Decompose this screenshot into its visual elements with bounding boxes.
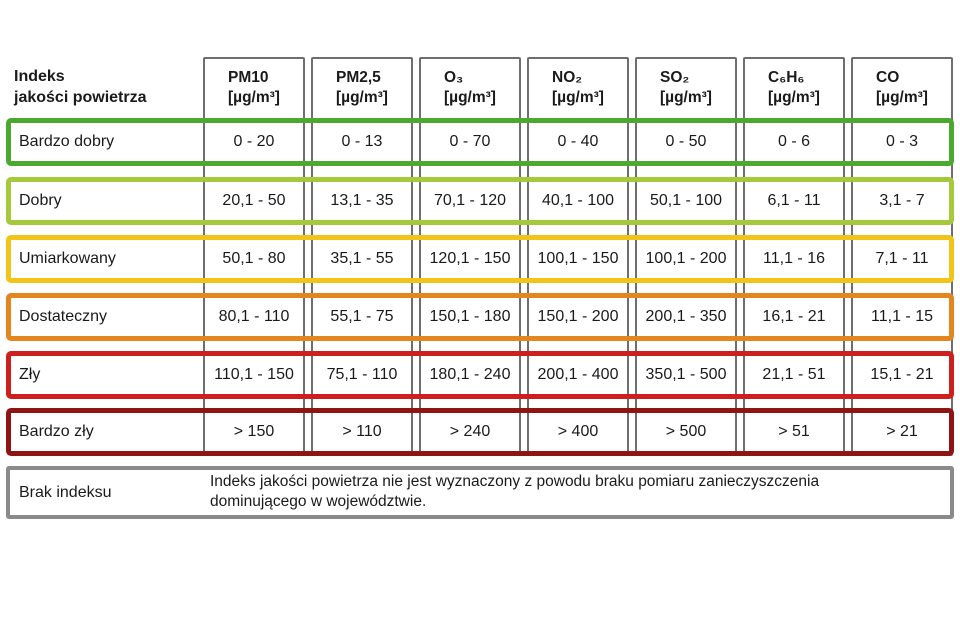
value-cell: 13,1 - 35 bbox=[330, 192, 394, 209]
value-cell: 35,1 - 55 bbox=[330, 250, 394, 267]
column-header-co: CO [µg/m³] bbox=[851, 57, 953, 119]
value-cell: 110,1 - 150 bbox=[214, 366, 294, 383]
value-cell: 11,1 - 15 bbox=[871, 308, 933, 325]
row-label: Brak indeksu bbox=[19, 483, 112, 501]
value-cell: 350,1 - 500 bbox=[645, 366, 727, 383]
value-cell: 11,1 - 16 bbox=[763, 250, 825, 267]
value-cell: 50,1 - 80 bbox=[222, 250, 286, 267]
value-cell: > 110 bbox=[342, 423, 382, 440]
value-cell: 3,1 - 7 bbox=[879, 192, 925, 209]
row-label: Bardzo zły bbox=[19, 423, 94, 440]
value-cell: 0 - 70 bbox=[449, 133, 491, 150]
value-cell: 70,1 - 120 bbox=[433, 192, 507, 209]
row-label: Dobry bbox=[19, 192, 62, 209]
value-cell: 16,1 - 21 bbox=[762, 308, 826, 325]
value-cell: 50,1 - 100 bbox=[649, 192, 723, 209]
row-dostateczny: Dostateczny 80,1 - 110 55,1 - 75 150,1 -… bbox=[6, 293, 954, 341]
column-name: C₆H₆ bbox=[768, 68, 805, 86]
value-cell: 150,1 - 180 bbox=[429, 308, 511, 325]
value-cell: 80,1 - 110 bbox=[218, 308, 290, 325]
value-cell: 150,1 - 200 bbox=[537, 308, 619, 325]
column-header-pm10: PM10 [µg/m³] bbox=[203, 57, 305, 119]
no-index-description: Indeks jakości powietrza nie jest wyznac… bbox=[210, 472, 820, 511]
row-label: Umiarkowany bbox=[19, 250, 116, 267]
row-bardzo-dobry: Bardzo dobry 0 - 20 0 - 13 0 - 70 0 - 40… bbox=[6, 118, 954, 166]
value-cell: 100,1 - 150 bbox=[537, 250, 619, 267]
value-cell: 200,1 - 400 bbox=[537, 366, 619, 383]
column-name: O₃ bbox=[444, 68, 464, 86]
table-title: Indeks jakości powietrza bbox=[14, 66, 147, 108]
row-label: Bardzo dobry bbox=[19, 133, 115, 150]
value-cell: > 500 bbox=[665, 423, 707, 440]
row-zly: Zły 110,1 - 150 75,1 - 110 180,1 - 240 2… bbox=[6, 351, 954, 399]
value-cell: 20,1 - 50 bbox=[222, 192, 286, 209]
row-brak-indeksu: Brak indeksu Indeks jakości powietrza ni… bbox=[6, 466, 954, 519]
value-cell: 75,1 - 110 bbox=[326, 366, 398, 383]
value-cell: 100,1 - 200 bbox=[645, 250, 727, 267]
column-unit: [µg/m³] bbox=[768, 89, 820, 106]
value-cell: 55,1 - 75 bbox=[330, 308, 394, 325]
column-name: PM10 bbox=[228, 68, 269, 86]
value-cell: > 400 bbox=[557, 423, 599, 440]
value-cell: 200,1 - 350 bbox=[645, 308, 727, 325]
column-name: NO₂ bbox=[552, 68, 583, 86]
value-cell: > 21 bbox=[886, 423, 918, 440]
column-unit: [µg/m³] bbox=[336, 89, 388, 106]
column-unit: [µg/m³] bbox=[552, 89, 604, 106]
row-label: Zły bbox=[19, 366, 41, 383]
column-unit: [µg/m³] bbox=[876, 89, 928, 106]
column-header-o3: O₃ [µg/m³] bbox=[419, 57, 521, 119]
table-title-line1: Indeks bbox=[14, 68, 65, 85]
value-cell: 40,1 - 100 bbox=[541, 192, 615, 209]
row-label: Dostateczny bbox=[19, 308, 108, 325]
value-cell: 120,1 - 150 bbox=[429, 250, 511, 267]
value-cell: 0 - 3 bbox=[885, 133, 918, 150]
table-title-line2: jakości powietrza bbox=[14, 89, 147, 107]
row-bardzo-zly: Bardzo zły > 150 > 110 > 240 > 400 > 500… bbox=[6, 408, 954, 456]
value-cell: 0 - 40 bbox=[557, 133, 599, 150]
column-unit: [µg/m³] bbox=[444, 89, 496, 106]
column-name: CO bbox=[876, 68, 900, 86]
value-cell: 0 - 6 bbox=[777, 133, 810, 150]
column-header-c6h6: C₆H₆ [µg/m³] bbox=[743, 57, 845, 119]
value-cell: 0 - 50 bbox=[665, 133, 707, 150]
value-cell: 180,1 - 240 bbox=[429, 366, 511, 383]
value-cell: > 51 bbox=[778, 423, 810, 440]
column-name: SO₂ bbox=[660, 68, 690, 86]
row-dobry: Dobry 20,1 - 50 13,1 - 35 70,1 - 120 40,… bbox=[6, 177, 954, 225]
value-cell: 21,1 - 51 bbox=[762, 366, 826, 383]
value-cell: 6,1 - 11 bbox=[767, 192, 821, 209]
column-header-no2: NO₂ [µg/m³] bbox=[527, 57, 629, 119]
column-name: PM2,5 bbox=[336, 68, 381, 86]
column-unit: [µg/m³] bbox=[228, 89, 280, 106]
column-header-pm25: PM2,5 [µg/m³] bbox=[311, 57, 413, 119]
value-cell: 15,1 - 21 bbox=[870, 366, 934, 383]
value-cell: 0 - 20 bbox=[233, 133, 275, 150]
value-cell: 0 - 13 bbox=[341, 133, 383, 150]
value-cell: 7,1 - 11 bbox=[875, 250, 929, 267]
value-cell: > 240 bbox=[449, 423, 491, 440]
column-header-so2: SO₂ [µg/m³] bbox=[635, 57, 737, 119]
column-unit: [µg/m³] bbox=[660, 89, 712, 106]
row-umiarkowany: Umiarkowany 50,1 - 80 35,1 - 55 120,1 - … bbox=[6, 235, 954, 283]
value-cell: > 150 bbox=[233, 423, 275, 440]
